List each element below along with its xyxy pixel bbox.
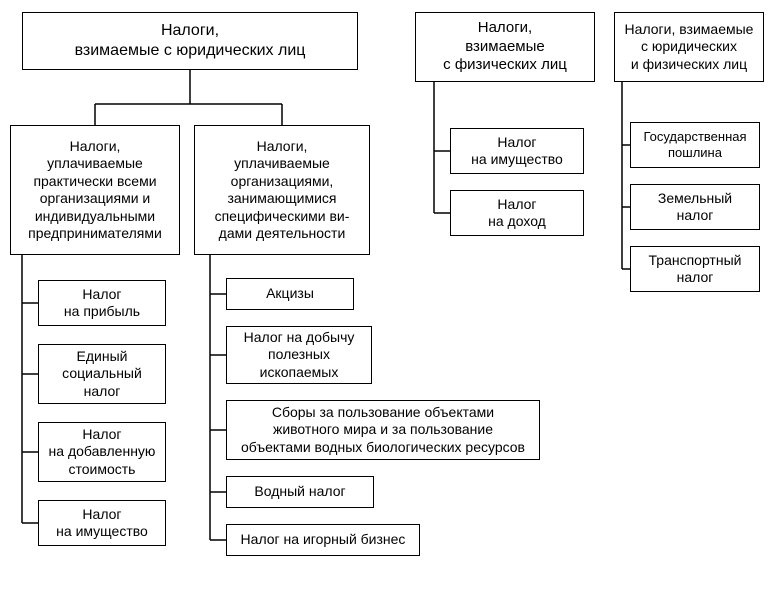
node-n12: Единыйсоциальныйналог (38, 344, 166, 404)
node-label: Налогна прибыль (64, 286, 140, 321)
node-n11: Налогна прибыль (38, 280, 166, 326)
node-label: Налог на игорный бизнес (241, 531, 406, 549)
diagram-canvas: Налоги,взимаемые с юридических лиц Налоги… (0, 0, 769, 613)
node-n1: Налоги,взимаемые с юридических лиц (22, 12, 358, 70)
node-n10: Транспортныйналог (630, 246, 760, 292)
node-n13: Налогна добавленнуюстоимость (38, 422, 166, 482)
node-label: Водный налог (254, 483, 345, 501)
node-n8: Государственнаяпошлина (630, 122, 760, 168)
node-label: Налоги,взимаемыес физических лиц (443, 19, 567, 75)
node-n3: Налоги, взимаемыес юридическихи физическ… (614, 12, 764, 82)
node-label: Налоги,уплачиваемыеорганизациями,занимаю… (215, 138, 350, 243)
node-label: Налогна имущество (471, 134, 563, 169)
node-label: Налогна добавленнуюстоимость (49, 426, 156, 479)
node-n7: Налогна доход (450, 190, 584, 236)
node-label: Транспортныйналог (649, 252, 742, 287)
node-n9: Земельныйналог (630, 184, 760, 230)
node-n4: Налоги,уплачиваемыепрактически всемиорга… (10, 125, 180, 255)
node-label: Налог на добычуполезныхископаемых (244, 329, 355, 382)
node-n18: Водный налог (226, 476, 374, 508)
node-label: Земельныйналог (658, 190, 732, 225)
node-label: Налогна доход (488, 196, 546, 231)
node-n17: Сборы за пользование объектамиживотного … (226, 400, 540, 460)
node-n14: Налогна имущество (38, 500, 166, 546)
node-label: Сборы за пользование объектамиживотного … (241, 404, 525, 457)
node-label: Единыйсоциальныйналог (62, 348, 142, 401)
node-n16: Налог на добычуполезныхископаемых (226, 326, 372, 384)
node-label: Акцизы (266, 285, 314, 303)
node-n15: Акцизы (226, 278, 354, 310)
node-label: Налоги,уплачиваемыепрактически всемиорга… (28, 138, 162, 243)
node-label: Государственнаяпошлина (643, 129, 746, 162)
node-n6: Налогна имущество (450, 128, 584, 174)
node-n19: Налог на игорный бизнес (226, 524, 420, 556)
node-label: Налоги, взимаемыес юридическихи физическ… (625, 21, 754, 74)
node-label: Налоги,взимаемые с юридических лиц (75, 21, 306, 61)
node-n2: Налоги,взимаемыес физических лиц (415, 12, 595, 82)
node-n5: Налоги,уплачиваемыеорганизациями,занимаю… (194, 125, 370, 255)
node-label: Налогна имущество (56, 506, 148, 541)
